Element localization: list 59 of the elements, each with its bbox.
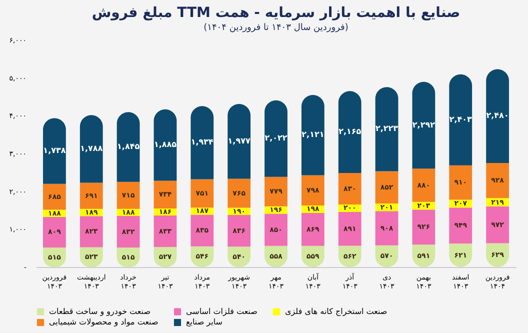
data-label: ۱,۷۸۸	[80, 144, 103, 153]
bar	[80, 182, 103, 209]
bar	[116, 182, 140, 209]
bar	[80, 115, 103, 183]
bar	[412, 82, 436, 169]
bar	[375, 211, 398, 246]
bar	[412, 210, 436, 245]
data-label: ۱,۸۴۵	[117, 142, 140, 151]
bar	[338, 173, 362, 204]
bar	[43, 216, 66, 248]
bar	[449, 208, 472, 244]
legend-label: صنعت خودرو و ساخت قطعات	[49, 306, 151, 316]
bar	[301, 212, 324, 246]
chart-subtitle: (فروردین سال ۱۴۰۳ تا فروردین ۱۴۰۴)	[204, 23, 348, 33]
data-label: ۱,۷۳۸	[43, 146, 66, 156]
data-label: ۲,۱۲۱	[302, 130, 324, 140]
legend-label: صنعت فلزات اساسی	[186, 306, 258, 316]
bar	[264, 176, 288, 206]
legend-label: سایر صنایع	[186, 318, 223, 326]
bar	[190, 106, 214, 180]
bar	[228, 214, 251, 247]
bar	[338, 212, 362, 246]
legend-label: صنعت استخراج کانه های فلزی	[285, 306, 388, 316]
bar	[449, 165, 472, 200]
bar	[154, 216, 177, 248]
bar	[375, 171, 398, 204]
data-label: ۱,۸۸۵	[154, 140, 177, 150]
data-label: ۲,۱۶۵	[338, 127, 362, 136]
data-label: ۲,۴۰۳	[449, 114, 472, 124]
data-label: ۲,۰۲۲	[264, 134, 288, 143]
data-label: ۲,۲۹۲	[412, 120, 436, 130]
bar	[190, 179, 214, 208]
bar	[486, 206, 509, 244]
bar	[154, 109, 177, 181]
data-label: ۲,۴۸۰	[486, 111, 509, 120]
chart-title: مبلغ فروش TTM صنایع با اهمیت بازار سرمایه - همت	[92, 5, 460, 21]
bar	[375, 87, 398, 172]
bar	[228, 104, 251, 179]
bar	[154, 180, 177, 209]
bar	[43, 184, 66, 210]
bar	[228, 178, 251, 208]
bar	[116, 112, 140, 182]
bar	[449, 74, 472, 166]
bar	[412, 168, 436, 202]
data-label: ۲,۲۲۳	[375, 124, 398, 134]
bar	[264, 214, 288, 246]
legend-label: صنعت مواد و محصولات شیمیایی	[49, 318, 158, 326]
bar	[190, 214, 214, 246]
bar	[338, 91, 362, 174]
bar	[486, 163, 509, 198]
bar	[486, 69, 509, 164]
bar	[301, 175, 324, 206]
bar	[264, 100, 288, 177]
bar	[301, 95, 324, 176]
bar	[116, 216, 140, 248]
bar	[43, 118, 66, 184]
data-label: ۱,۹۷۷	[228, 136, 250, 146]
data-label: ۱,۹۳۴	[190, 138, 214, 147]
bar	[80, 216, 103, 248]
